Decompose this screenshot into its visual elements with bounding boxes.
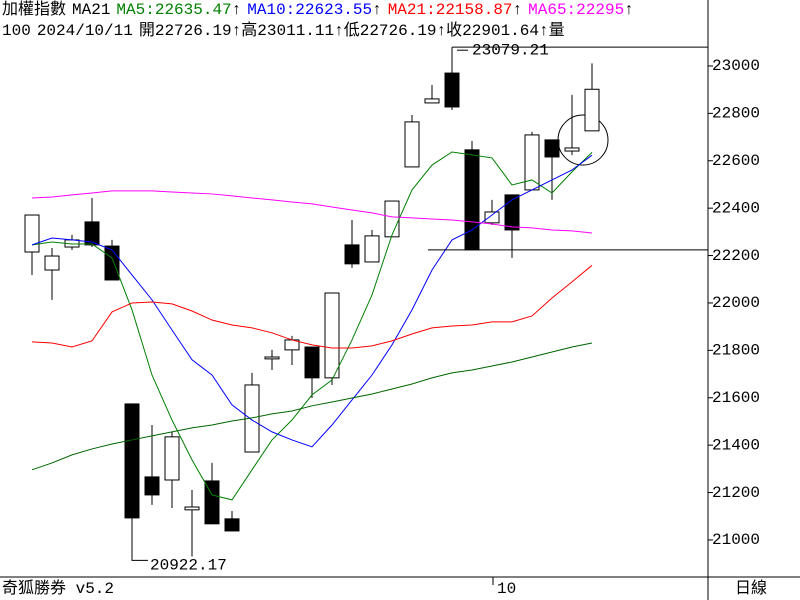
info-label: 高 <box>241 22 258 40</box>
header: 加權指數 MA21 MA5:22635.47↑ MA10:22623.55↑ MA21:… <box>0 0 706 44</box>
ma-line <box>31 342 593 471</box>
y-tick-label: 22800 <box>712 105 760 123</box>
title: 加權指數 <box>2 1 67 19</box>
candle-body <box>464 149 480 251</box>
x-tick-label: 10 <box>497 580 516 598</box>
candle-body <box>484 211 500 224</box>
info-label: 量 <box>548 22 565 40</box>
y-tick-label: 21400 <box>712 436 760 454</box>
info-value: 23011.11 <box>257 22 335 40</box>
y-tick-label: 22400 <box>712 199 760 217</box>
candle-body <box>504 194 520 231</box>
ma-line <box>31 190 593 234</box>
candle-body <box>124 403 140 519</box>
ma-line <box>31 264 593 349</box>
candle-body <box>144 476 160 496</box>
candle-body <box>384 200 400 238</box>
info-value: 22726.19 <box>359 22 437 40</box>
candle-body <box>404 121 420 168</box>
candle-body <box>424 98 440 104</box>
info-label: 開 <box>138 22 155 40</box>
y-tick-label: 21200 <box>712 484 760 502</box>
legend-value: 22158.87 <box>435 1 513 19</box>
info-value: 22901.64 <box>462 22 539 40</box>
info-arrow: ↑ <box>231 22 242 40</box>
candle-body <box>164 436 180 481</box>
low-connector <box>131 558 148 561</box>
candle-body <box>264 356 280 360</box>
ma-line <box>31 151 593 501</box>
candle-body <box>324 292 340 379</box>
candle-body <box>24 214 40 253</box>
info-value: 22726.19 <box>154 22 232 40</box>
y-tick-label: 22600 <box>712 152 760 170</box>
y-tick-label: 22000 <box>712 294 760 312</box>
info-arrow: ↑ <box>436 22 447 40</box>
highlight-circle <box>557 114 609 166</box>
legend-value: 22295 <box>576 1 625 19</box>
high-annotation: 23079.21 <box>472 41 549 59</box>
candle-body <box>564 147 580 152</box>
footer-right: 日線 <box>735 579 767 598</box>
candle-body <box>344 244 360 265</box>
footer-left: 奇狐勝券 v5.2 <box>2 579 114 598</box>
info-label: 低 <box>343 22 360 40</box>
y-tick-label: 22200 <box>712 247 760 265</box>
legend-name: MA21 <box>387 1 427 19</box>
legend-value: 22623.55 <box>295 1 373 19</box>
legend-sep: : <box>285 1 296 19</box>
y-tick-label: 21600 <box>712 389 760 407</box>
y-tick-label: 23000 <box>712 57 760 75</box>
legend-sep: : <box>426 1 436 19</box>
y-tick-label: 21800 <box>712 342 760 360</box>
ma-line <box>31 154 593 448</box>
candle-body <box>304 346 320 379</box>
legend-name: MA10 <box>247 1 286 19</box>
candle-body <box>364 235 380 263</box>
low-annotation: 20922.17 <box>150 557 227 575</box>
info-label: 收 <box>446 22 463 40</box>
legend-name: MA65 <box>528 1 567 19</box>
indicator: MA21 <box>72 1 111 19</box>
candle-body <box>184 506 200 511</box>
info-row: 100 2024/10/11 開22726.19↑高23011.11↑低22726.… <box>0 21 706 42</box>
candle-body <box>84 221 100 246</box>
candle-body <box>204 480 220 525</box>
candle-body <box>444 72 460 108</box>
candle-body <box>104 245 120 281</box>
info-arrow: ↑ <box>538 22 549 40</box>
info-count: 100 <box>2 22 31 40</box>
y-tick-label: 21000 <box>712 531 760 549</box>
info-arrow: ↑ <box>334 22 344 40</box>
legend-sep: : <box>145 1 155 19</box>
legend-sep: : <box>566 1 577 19</box>
info-date: 2024/10/11 <box>36 22 133 40</box>
legend-value: 22635.47 <box>154 1 232 19</box>
candle-body <box>584 88 600 132</box>
candle-body <box>544 139 560 158</box>
candle-body <box>224 518 240 532</box>
candle-body <box>44 255 60 271</box>
legend-arrow: ↑ <box>624 1 634 19</box>
legend-arrow: ↑ <box>372 1 382 19</box>
legend-row: 加權指數 MA21 MA5:22635.47↑ MA10:22623.55↑ MA21:… <box>0 0 706 21</box>
legend-arrow: ↑ <box>231 1 242 19</box>
legend-name: MA5 <box>116 1 146 19</box>
legend-arrow: ↑ <box>512 1 523 19</box>
